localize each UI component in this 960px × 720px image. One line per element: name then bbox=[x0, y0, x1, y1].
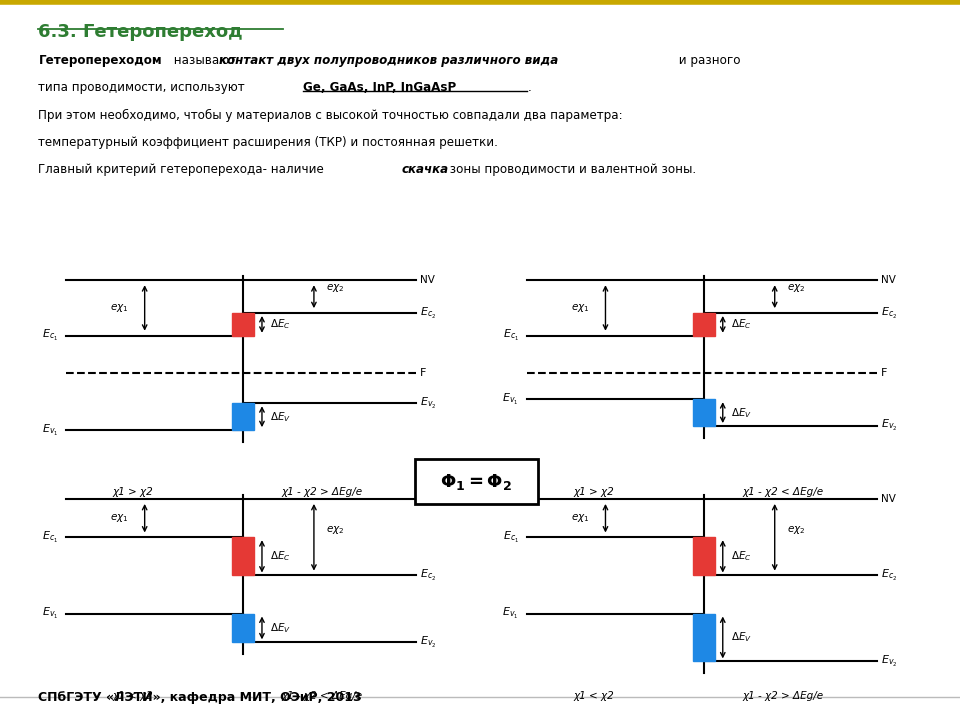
Text: $\Delta E_C$: $\Delta E_C$ bbox=[731, 549, 752, 563]
Text: NV: NV bbox=[420, 494, 435, 504]
FancyBboxPatch shape bbox=[415, 459, 538, 504]
Text: $e\chi_1$: $e\chi_1$ bbox=[110, 512, 129, 524]
Text: $e\chi_1$: $e\chi_1$ bbox=[110, 302, 129, 314]
Bar bbox=[693, 313, 715, 336]
Text: зоны проводимости и валентной зоны.: зоны проводимости и валентной зоны. bbox=[446, 163, 697, 176]
Text: $e\chi_1$: $e\chi_1$ bbox=[571, 512, 589, 524]
Text: NV: NV bbox=[881, 494, 896, 504]
Text: $e\chi_2$: $e\chi_2$ bbox=[325, 282, 344, 294]
Text: $E_{c_2}$: $E_{c_2}$ bbox=[420, 568, 437, 583]
Text: Главный критерий гетероперехода- наличие: Главный критерий гетероперехода- наличие bbox=[38, 163, 328, 176]
Text: χ1 - χ2 > ΔEg/e: χ1 - χ2 > ΔEg/e bbox=[742, 690, 823, 701]
Text: $\Delta E_V$: $\Delta E_V$ bbox=[731, 405, 752, 420]
Text: Ge, GaAs, InP, InGaAsP: Ge, GaAs, InP, InGaAsP bbox=[303, 81, 457, 94]
Text: $E_{v_1}$: $E_{v_1}$ bbox=[502, 606, 518, 621]
Text: $E_{v_2}$: $E_{v_2}$ bbox=[881, 418, 898, 433]
Text: $\Delta E_C$: $\Delta E_C$ bbox=[270, 549, 291, 563]
Text: $E_{v_2}$: $E_{v_2}$ bbox=[420, 635, 437, 649]
Bar bbox=[693, 613, 715, 661]
Bar bbox=[232, 313, 254, 336]
Text: и разного: и разного bbox=[675, 54, 740, 67]
Text: $\Delta E_V$: $\Delta E_V$ bbox=[731, 631, 752, 644]
Text: $E_{c_1}$: $E_{c_1}$ bbox=[503, 328, 518, 343]
Text: F: F bbox=[420, 368, 426, 377]
Text: $e\chi_2$: $e\chi_2$ bbox=[786, 523, 804, 536]
Text: χ1 - χ2 < ΔEg/e: χ1 - χ2 < ΔEg/e bbox=[742, 487, 823, 497]
Text: χ1 < χ2: χ1 < χ2 bbox=[573, 690, 614, 701]
Text: $E_{c_1}$: $E_{c_1}$ bbox=[42, 328, 58, 343]
Text: $E_{v_2}$: $E_{v_2}$ bbox=[881, 654, 898, 669]
Bar bbox=[693, 537, 715, 575]
Text: $\Delta E_C$: $\Delta E_C$ bbox=[270, 318, 291, 331]
Text: температурный коэффициент расширения (ТКР) и постоянная решетки.: температурный коэффициент расширения (ТК… bbox=[38, 136, 498, 149]
Text: χ1 - χ2 < ΔEg/e: χ1 - χ2 < ΔEg/e bbox=[281, 690, 362, 701]
Text: Гетеропереходом: Гетеропереходом bbox=[38, 54, 162, 67]
Text: называют: называют bbox=[170, 54, 240, 67]
Text: $E_{c_1}$: $E_{c_1}$ bbox=[503, 530, 518, 545]
Text: $\mathbf{\Phi_1 = \Phi_2}$: $\mathbf{\Phi_1 = \Phi_2}$ bbox=[440, 472, 513, 492]
Text: типа проводимости, используют: типа проводимости, используют bbox=[38, 81, 249, 94]
Text: $e\chi_2$: $e\chi_2$ bbox=[786, 282, 804, 294]
Text: NV: NV bbox=[420, 275, 435, 285]
Text: $\Delta E_C$: $\Delta E_C$ bbox=[731, 318, 752, 331]
Text: χ1 < χ2: χ1 < χ2 bbox=[112, 690, 154, 701]
Text: $E_{c_2}$: $E_{c_2}$ bbox=[881, 305, 898, 320]
Text: $E_{v_1}$: $E_{v_1}$ bbox=[502, 392, 518, 407]
Text: $e\chi_2$: $e\chi_2$ bbox=[325, 523, 344, 536]
Text: F: F bbox=[881, 368, 887, 377]
Bar bbox=[232, 403, 254, 430]
Text: скачка: скачка bbox=[401, 163, 448, 176]
Text: $E_{c_2}$: $E_{c_2}$ bbox=[420, 305, 437, 320]
Text: $E_{c_2}$: $E_{c_2}$ bbox=[881, 568, 898, 583]
Text: NV: NV bbox=[881, 275, 896, 285]
Text: $\Delta E_V$: $\Delta E_V$ bbox=[270, 621, 291, 635]
Text: $e\chi_1$: $e\chi_1$ bbox=[571, 302, 589, 314]
Text: $E_{v_2}$: $E_{v_2}$ bbox=[420, 396, 437, 411]
Text: $E_{v_1}$: $E_{v_1}$ bbox=[41, 423, 58, 438]
Text: $E_{c_1}$: $E_{c_1}$ bbox=[42, 530, 58, 545]
Text: При этом необходимо, чтобы у материалов с высокой точностью совпадали два параме: При этом необходимо, чтобы у материалов … bbox=[38, 109, 623, 122]
Text: СПбГЭТУ «ЛЭТИ», кафедра МИТ, ОЭиР, 2013: СПбГЭТУ «ЛЭТИ», кафедра МИТ, ОЭиР, 2013 bbox=[38, 691, 362, 704]
Text: χ1 > χ2: χ1 > χ2 bbox=[573, 487, 614, 497]
Text: .: . bbox=[528, 81, 532, 94]
Text: 6.3. Гетеропереход: 6.3. Гетеропереход bbox=[38, 23, 243, 41]
Text: χ1 > χ2: χ1 > χ2 bbox=[112, 487, 154, 497]
Text: контакт двух полупроводников различного вида: контакт двух полупроводников различного … bbox=[219, 54, 558, 67]
Text: $E_{v_1}$: $E_{v_1}$ bbox=[41, 606, 58, 621]
Bar bbox=[693, 400, 715, 426]
Bar bbox=[232, 537, 254, 575]
Bar bbox=[232, 613, 254, 642]
Text: χ1 - χ2 > ΔEg/e: χ1 - χ2 > ΔEg/e bbox=[281, 487, 362, 497]
Text: $\Delta E_V$: $\Delta E_V$ bbox=[270, 410, 291, 423]
